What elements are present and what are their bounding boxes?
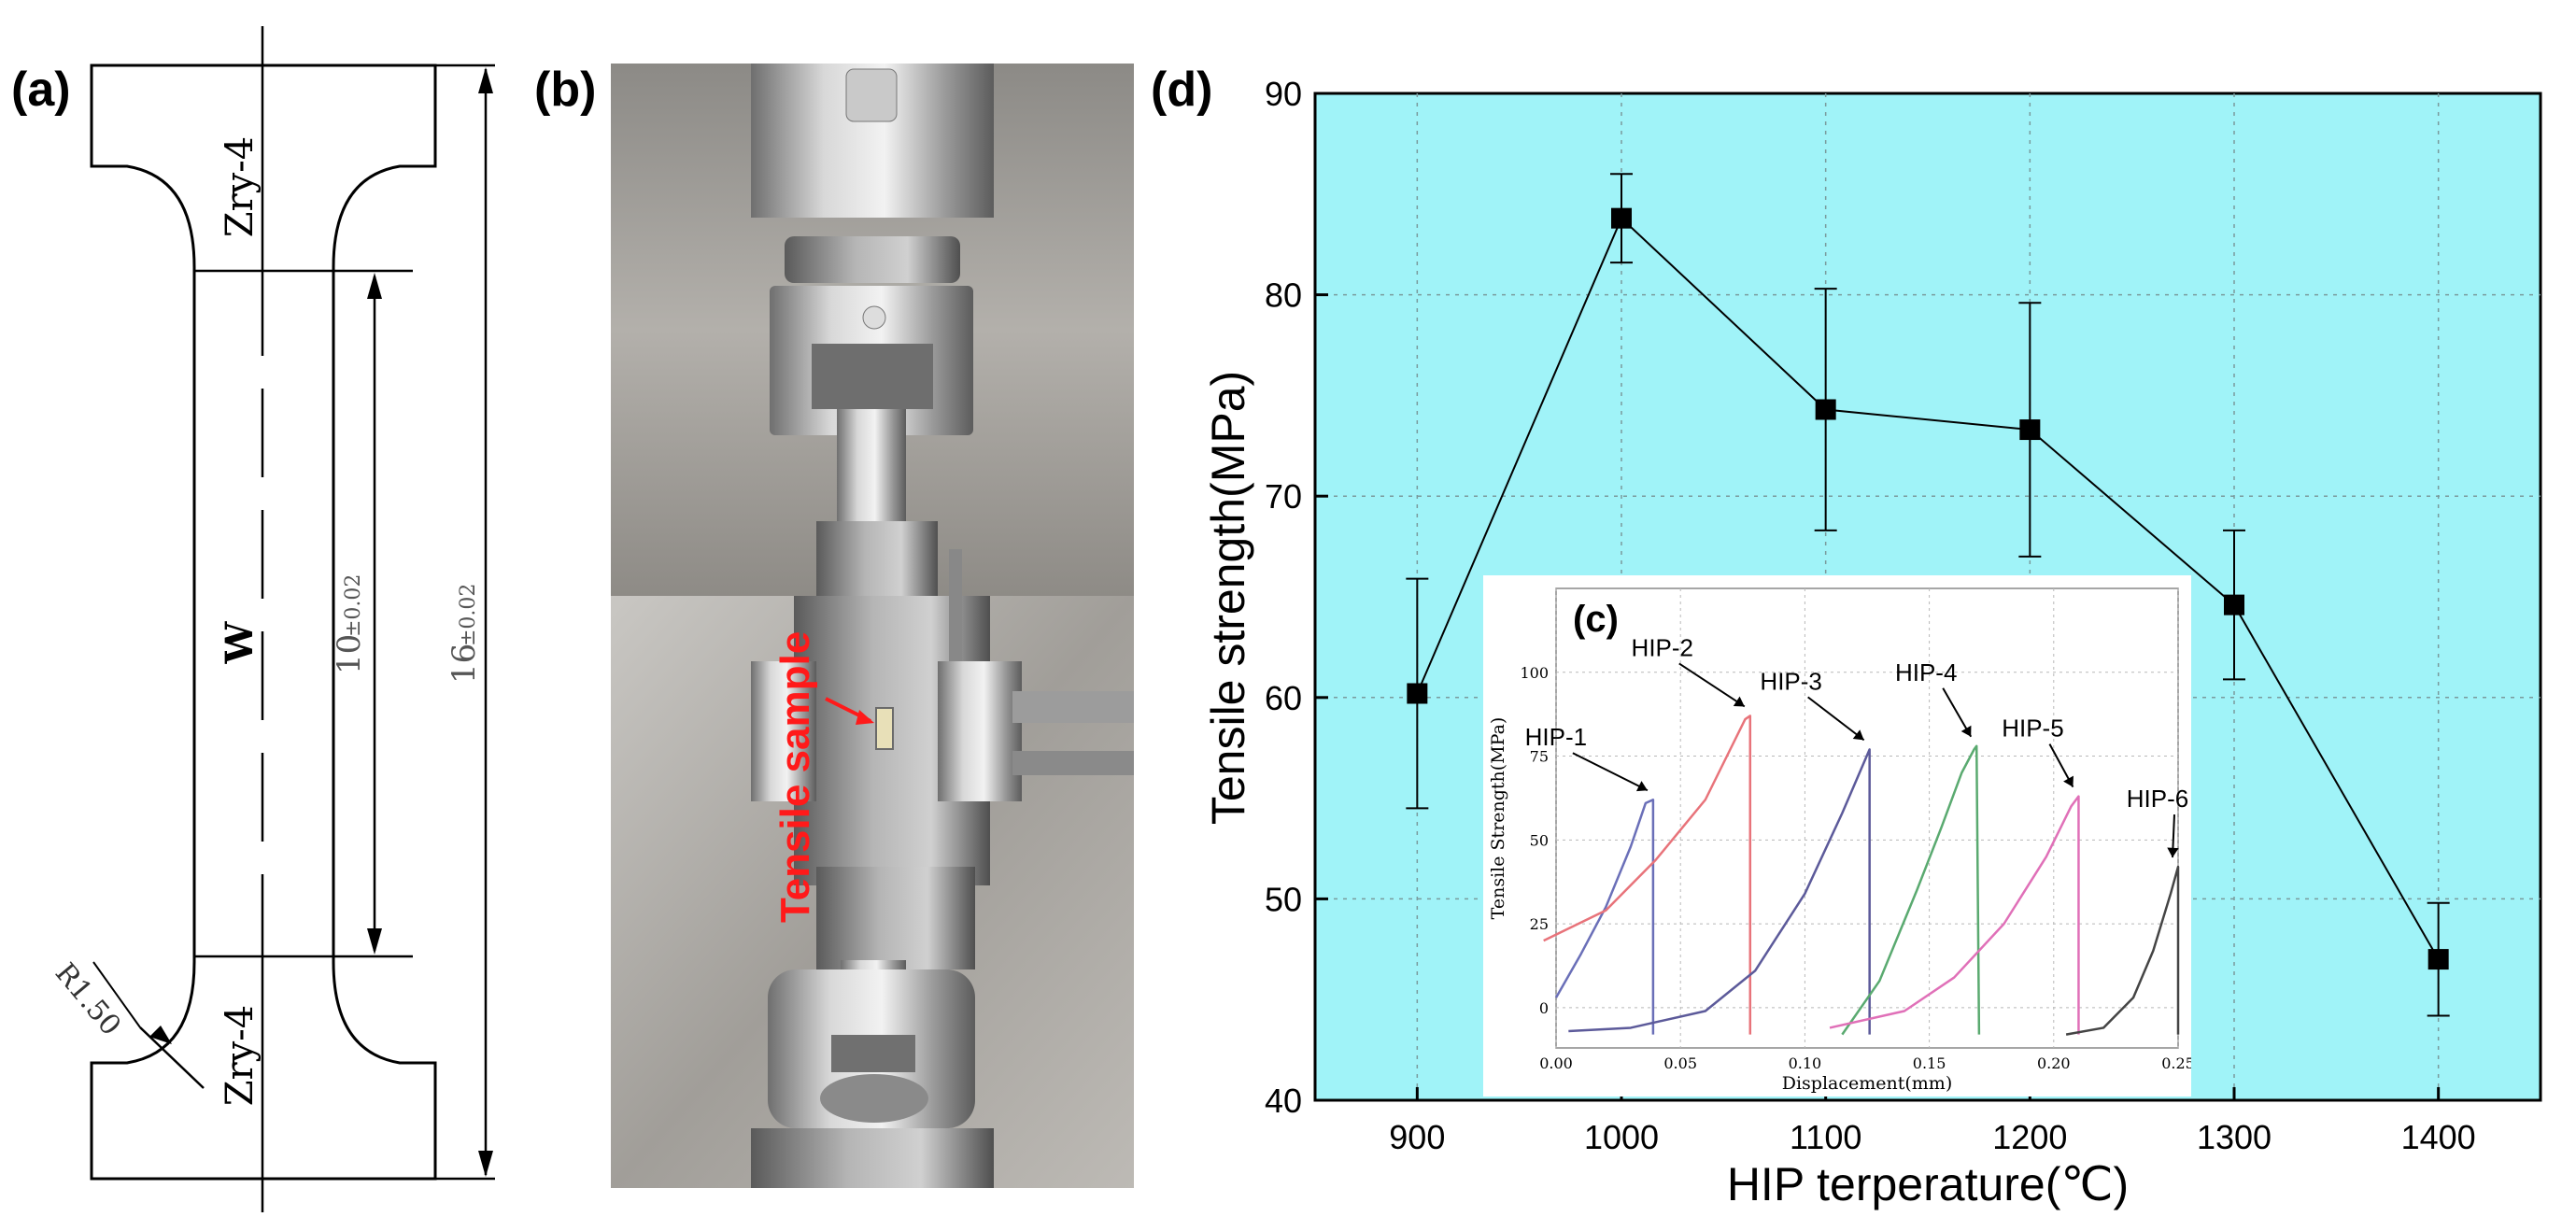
specimen-drawing: Zry-4 W Zry-4 10 ±0.02 16 ±0.02 R1.50	[49, 26, 495, 1212]
side-fixture-left	[751, 661, 816, 801]
tensile-test-photo: Tensile sample	[611, 64, 1134, 1188]
inset-x-tick-label: 0.20	[2037, 1054, 2071, 1072]
lower-clamp-slot	[831, 1035, 915, 1072]
inset-panel-label: (c)	[1573, 599, 1619, 640]
upper-clamp-slot	[812, 344, 933, 409]
inset-y-tick-label: 0	[1539, 999, 1549, 1017]
data-point-marker	[2224, 594, 2244, 616]
total-arrow-bottom	[478, 1151, 493, 1177]
lower-disc	[820, 1074, 928, 1123]
inset-annotation-hip-5: HIP-5	[2002, 715, 2063, 743]
top-material-label: Zry-4	[219, 136, 262, 237]
sample-pointer-head	[856, 710, 874, 725]
inset-annotation-arrowhead	[2063, 775, 2074, 787]
tensile-sample	[875, 707, 894, 750]
gauge-arrow-top	[367, 273, 382, 299]
inset-stress-displacement-chart: 0.00 0.05 0.10 0.15 0.20 0.25 0 25 50 75 100 HIP-1…	[1483, 575, 2191, 1097]
data-point-marker	[1611, 207, 1632, 229]
total-arrow-top	[478, 67, 493, 93]
y-axis-title: Tensile strength(MPa)	[1202, 371, 1254, 825]
radius-arrowhead	[149, 1026, 172, 1044]
upper-clamp-pin	[862, 305, 886, 330]
fillet-radius-label: R1.50	[49, 957, 127, 1042]
inset-annotation-hip-6: HIP-6	[2127, 785, 2188, 813]
data-point-marker	[2427, 949, 2449, 970]
adjust-screw	[949, 549, 962, 661]
y-tick-label: 80	[1265, 276, 1302, 315]
inset-curve-hip-3	[1568, 748, 1871, 1035]
lower-block	[816, 867, 975, 969]
inset-x-tick-label: 0.25	[2161, 1054, 2191, 1072]
x-tick-label: 1200	[1992, 1118, 2067, 1156]
inset-y-tick-label: 50	[1530, 831, 1549, 849]
bottom-base	[751, 1128, 994, 1188]
x-tick-label: 1300	[2197, 1118, 2272, 1156]
panel-b-label: (b)	[534, 63, 597, 117]
inset-annotation-arrow	[1807, 696, 1865, 742]
inset-y-tick-label: 75	[1530, 748, 1549, 766]
inset-annotation-hip-3: HIP-3	[1760, 667, 1821, 695]
y-tick-label: 60	[1265, 679, 1302, 717]
x-tick-label: 900	[1389, 1118, 1445, 1156]
inset-y-tick-label: 25	[1530, 915, 1549, 933]
radius-leader-tail	[92, 961, 141, 1028]
inset-annotation-arrowhead	[2167, 847, 2179, 858]
inset-annotation-arrow	[1678, 662, 1746, 708]
x-tick-label: 1400	[2401, 1118, 2476, 1156]
inset-annotation-arrowhead	[1733, 696, 1745, 707]
inset-curve-hip-2	[1543, 715, 1752, 1035]
inset-annotation-hip-4: HIP-4	[1895, 658, 1957, 686]
extensometer-arm	[1012, 691, 1134, 723]
data-point-marker	[2019, 419, 2041, 441]
x-tick-label: 1100	[1790, 1118, 1861, 1156]
y-tick-label: 50	[1265, 880, 1302, 918]
x-tick-label: 1000	[1584, 1118, 1659, 1156]
y-tick-label: 40	[1265, 1082, 1302, 1120]
inset-x-tick-label: 0.05	[1663, 1054, 1697, 1072]
inset-annotation-arrowhead	[1852, 729, 1864, 741]
radius-leader	[139, 1026, 205, 1089]
inset-annotation-arrowhead	[1635, 781, 1648, 792]
strength-line	[1416, 216, 2440, 960]
top-bolt	[845, 68, 898, 122]
x-axis-title: HIP terperature(℃)	[1727, 1158, 2129, 1210]
total-length-value: 16	[446, 644, 483, 684]
inset-curve-hip-6	[2065, 865, 2180, 1036]
inset-annotation-hip-2: HIP-2	[1632, 633, 1693, 661]
middle-material-label: W	[218, 620, 262, 664]
total-tolerance: ±0.02	[457, 584, 480, 646]
inset-y-axis-title: Tensile Strength(MPa)	[1488, 717, 1508, 920]
inset-annotation-arrow	[1572, 752, 1649, 792]
inset-x-tick-label: 0.15	[1913, 1054, 1946, 1072]
tensile-sample-label: Tensile sample	[772, 631, 818, 923]
y-tick-label: 90	[1265, 75, 1302, 113]
top-collar	[785, 236, 960, 283]
inset-x-axis-title: Displacement(mm)	[1782, 1073, 1953, 1094]
gauge-tolerance: ±0.02	[342, 574, 365, 637]
panel-a-label: (a)	[11, 63, 71, 117]
side-fixture-right	[938, 661, 1022, 801]
data-point-marker	[1815, 399, 1836, 420]
inset-x-tick-label: 0.10	[1789, 1054, 1822, 1072]
gauge-length-value: 10	[331, 634, 368, 674]
inset-curve-hip-1	[1554, 798, 1655, 1035]
inset-annotation-arrowhead	[1960, 725, 1972, 737]
inset-y-tick-label: 100	[1520, 664, 1549, 682]
panel-d-label: (d)	[1151, 63, 1213, 117]
gauge-arrow-bottom	[367, 928, 382, 955]
data-point-marker	[1407, 683, 1428, 704]
inset-curve-hip-5	[1829, 795, 2080, 1035]
bottom-material-label: Zry-4	[219, 1005, 262, 1106]
inset-x-tick-label: 0.00	[1539, 1054, 1573, 1072]
inset-curve-hip-4	[1841, 744, 1981, 1036]
extensometer-arm-lower	[1012, 751, 1134, 775]
inset-annotation-hip-1: HIP-1	[1525, 723, 1587, 751]
y-tick-label: 70	[1265, 477, 1302, 516]
